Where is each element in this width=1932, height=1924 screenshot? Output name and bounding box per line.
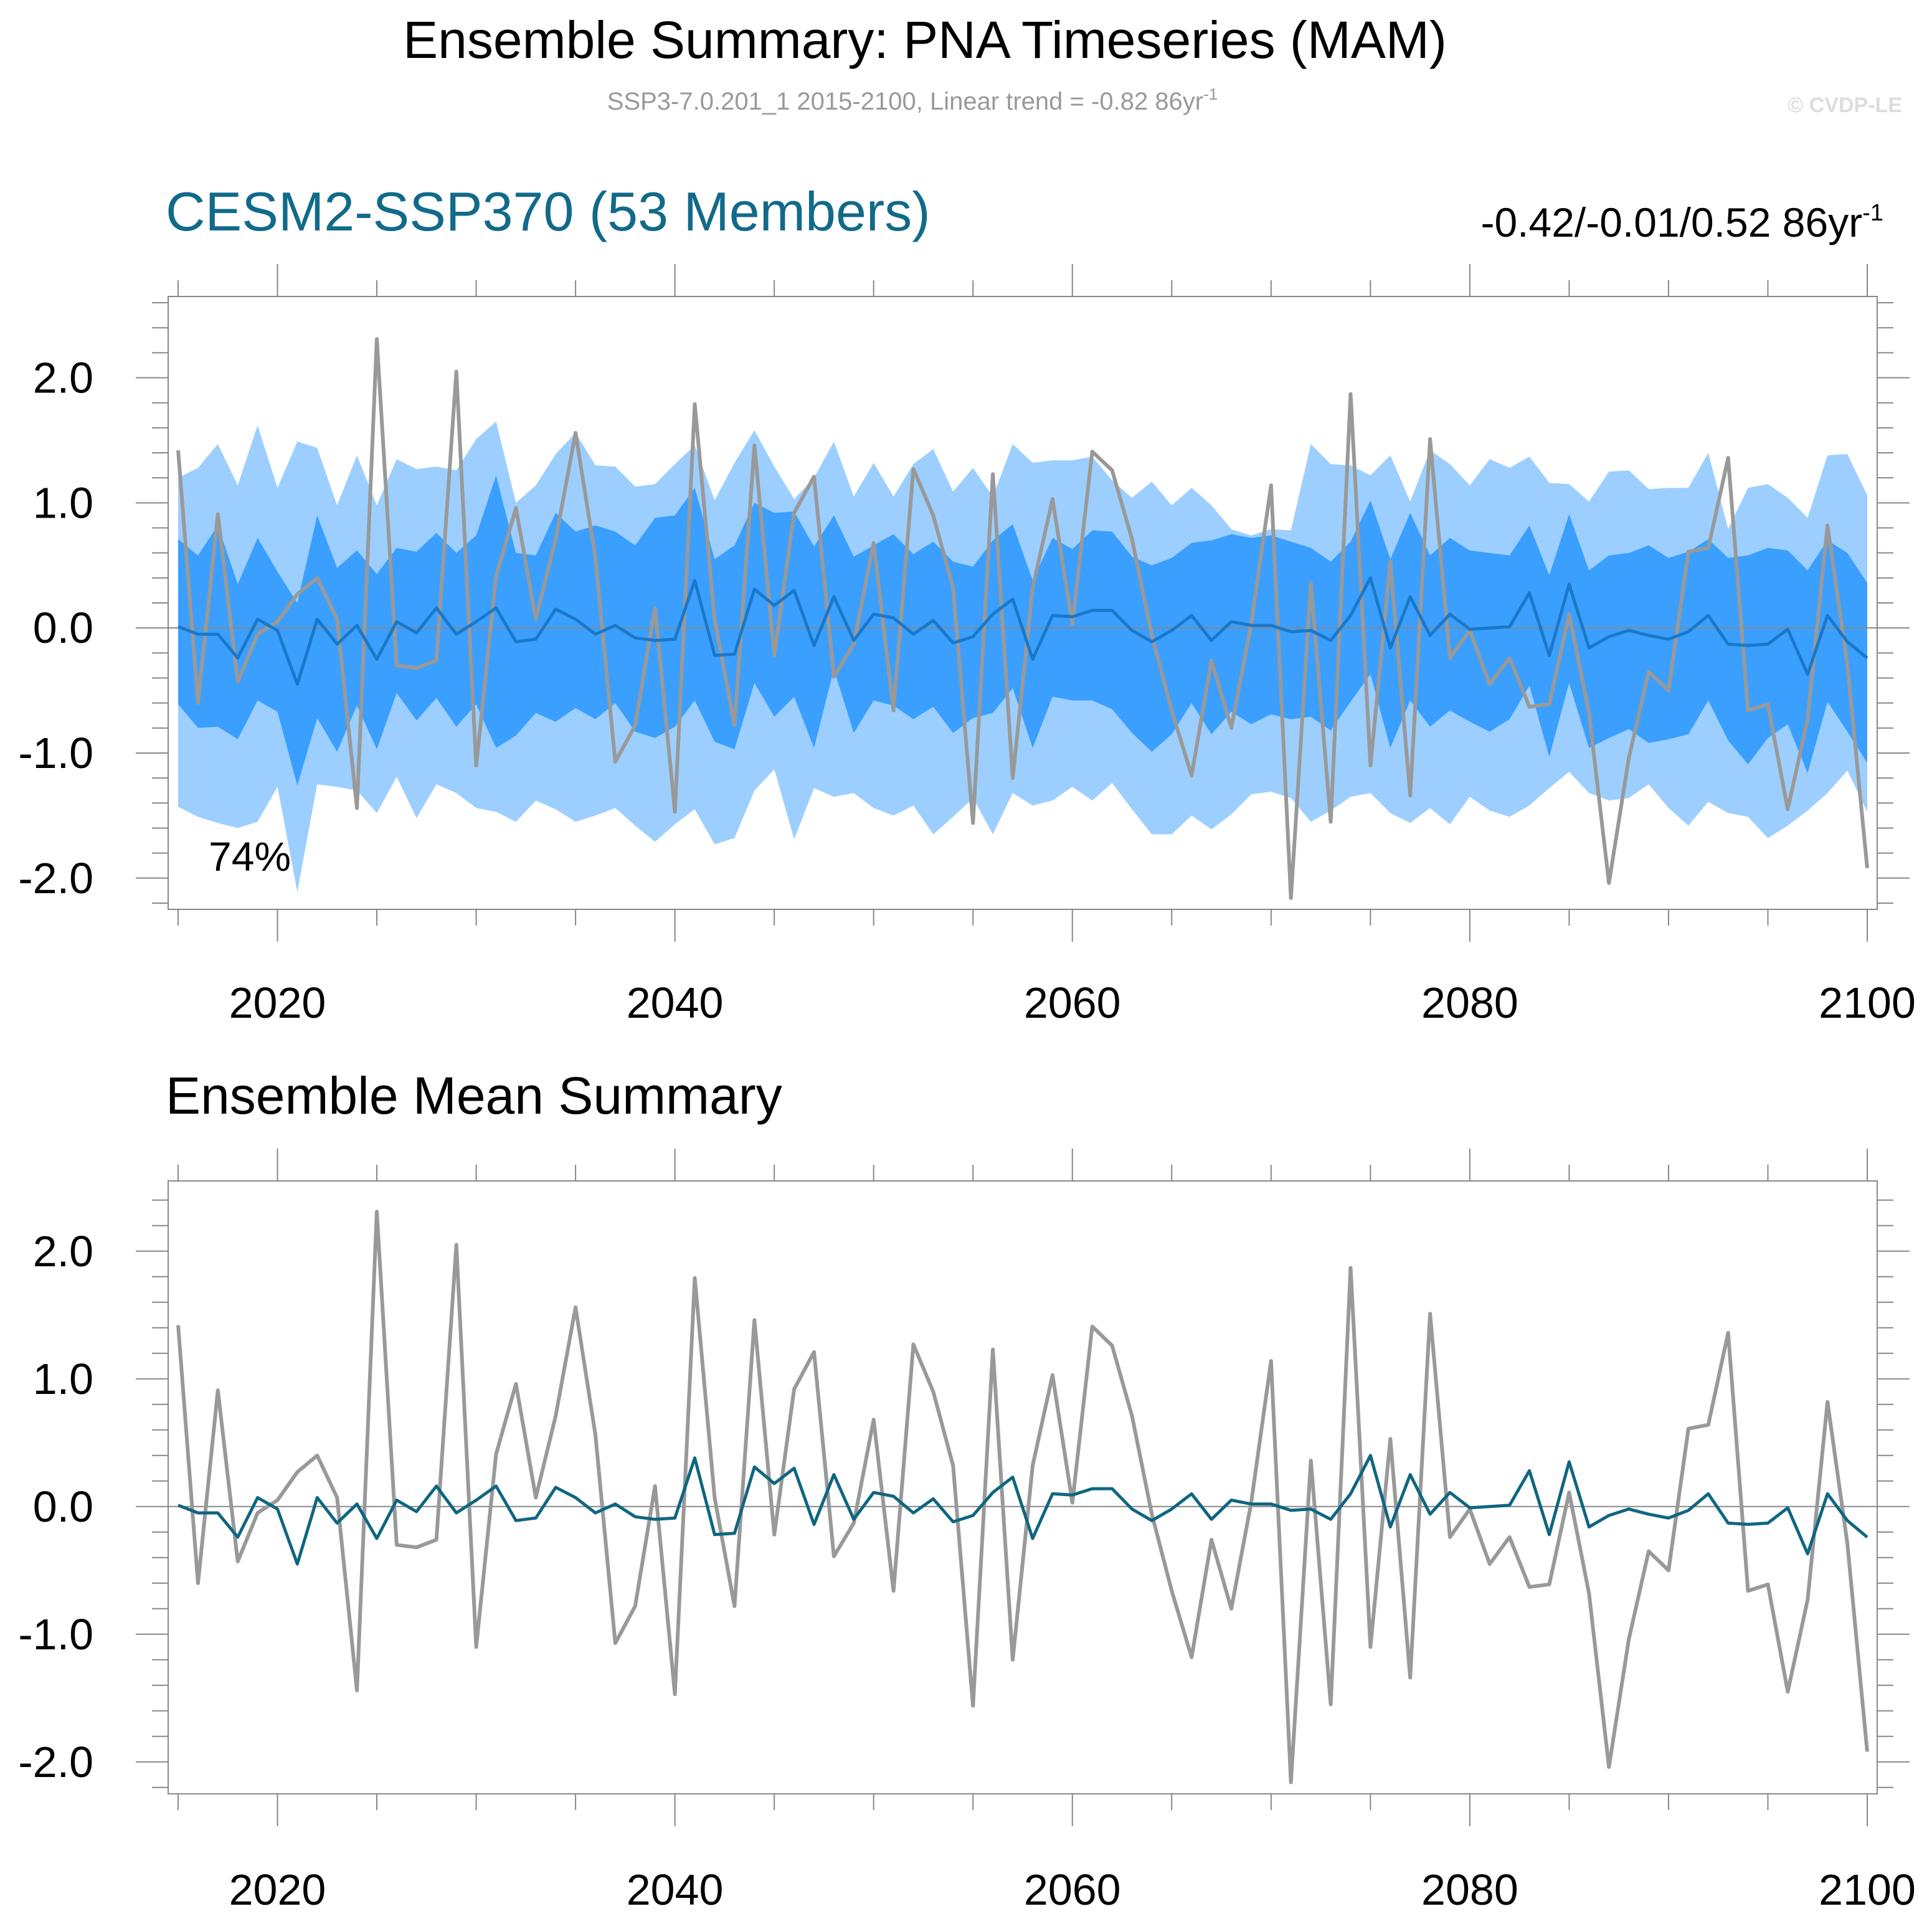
figure-subtitle-main: SSP3-7.0.201_1 2015-2100, Linear trend =… xyxy=(607,88,1203,115)
panel1-plot: 2020 2040 2060 2080 2100 2.0 1.0 0.0 -1.0 -2.0 xyxy=(18,264,1916,1027)
panel1-x-tick-label: 2080 xyxy=(1421,979,1518,1027)
panel2-x-tick-label: 2020 xyxy=(229,1865,326,1914)
panel1-observed-line xyxy=(176,337,1869,900)
panel2-frame xyxy=(168,1180,1878,1794)
panel2-x-tick-label: 2060 xyxy=(1024,1865,1121,1914)
panel1-ensemble-mean-line xyxy=(178,576,1868,686)
panel1-trend-sup: -1 xyxy=(1862,200,1883,226)
panel1-x-tick-label: 2100 xyxy=(1819,979,1916,1027)
panel1-trend-main: -0.42/-0.01/0.52 86yr xyxy=(1480,199,1862,245)
panel1-y-tick-label: 1.0 xyxy=(33,478,93,527)
panel2-observed-line xyxy=(176,1210,1869,1784)
panel2-ensemble-mean-line xyxy=(178,1454,1868,1566)
figure-title: Ensemble Summary: PNA Timeseries (MAM) xyxy=(403,11,1447,69)
panel1-y-tick-label: 2.0 xyxy=(33,354,93,402)
panel2-y-tick-label: 1.0 xyxy=(33,1355,93,1403)
panel2-y-tick-label: -1.0 xyxy=(18,1610,93,1659)
panel1-x-tick-label: 2040 xyxy=(627,979,724,1027)
panel2-y-tick-label: 0.0 xyxy=(33,1482,93,1531)
panel1-x-tick-label: 2020 xyxy=(229,979,326,1027)
panel2-x-tick-label: 2040 xyxy=(627,1865,724,1914)
panel2-y-tick-label: -2.0 xyxy=(18,1738,93,1786)
panel1-title: CESM2-SSP370 (53 Members) xyxy=(166,181,930,242)
figure-subtitle-sup: -1 xyxy=(1203,85,1218,103)
panel2-plot: 2020 2040 2060 2080 2100 2.0 1.0 0.0 -1.0 -2.0 xyxy=(18,1149,1916,1914)
panel1-x-tick-label: 2060 xyxy=(1024,979,1121,1027)
panel2-x-tick-label: 2100 xyxy=(1819,1865,1916,1914)
panel1-y-tick-label: -1.0 xyxy=(18,729,93,777)
figure-subtitle: SSP3-7.0.201_1 2015-2100, Linear trend =… xyxy=(607,85,1218,115)
panel1-trend: -0.42/-0.01/0.52 86yr-1 xyxy=(1480,199,1883,245)
panel1-y-tick-label: -2.0 xyxy=(18,854,93,903)
copyright-label: © CVDP-LE xyxy=(1788,93,1902,117)
panel2-y-tick-label: 2.0 xyxy=(33,1227,93,1276)
panel2-x-tick-label: 2080 xyxy=(1421,1865,1518,1914)
percent-label: 74% xyxy=(209,833,291,879)
panel2-title: Ensemble Mean Summary xyxy=(166,1066,782,1125)
panel1-y-tick-label: 0.0 xyxy=(33,604,93,652)
